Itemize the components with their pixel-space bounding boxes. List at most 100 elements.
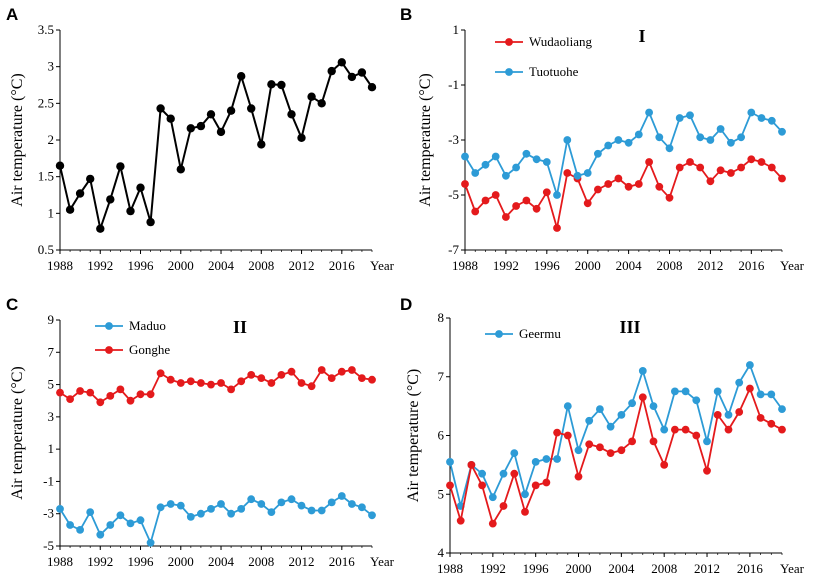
data-point (237, 72, 245, 80)
data-point (156, 104, 164, 112)
data-point (735, 379, 743, 387)
data-point (628, 399, 636, 407)
y-tick-label: -1 (43, 473, 54, 488)
data-point (338, 58, 346, 66)
data-point (137, 516, 145, 524)
panel-letter: B (400, 5, 412, 24)
data-point (106, 521, 114, 529)
data-point (358, 503, 366, 511)
data-point (247, 371, 255, 379)
data-point (607, 449, 615, 457)
data-point (666, 144, 674, 152)
data-point (778, 175, 786, 183)
x-axis-label: Year (370, 554, 395, 569)
x-tick-label: 1988 (437, 561, 463, 576)
y-tick-label: -7 (448, 242, 459, 257)
x-axis-label: Year (780, 561, 805, 576)
data-point (167, 376, 175, 384)
y-tick-label: 1 (453, 22, 460, 37)
panel-title: III (619, 317, 640, 337)
x-tick-label: 2008 (651, 561, 677, 576)
x-tick-label: 2008 (248, 258, 274, 273)
data-point (686, 111, 694, 119)
x-tick-label: 2016 (329, 258, 356, 273)
data-point (650, 438, 658, 446)
data-point (692, 396, 700, 404)
legend-marker (505, 38, 513, 46)
legend-marker (505, 68, 513, 76)
data-point (628, 438, 636, 446)
x-tick-label: 2000 (168, 554, 194, 569)
data-point (66, 395, 74, 403)
data-point (207, 381, 215, 389)
data-point (308, 507, 316, 515)
data-point (757, 414, 765, 422)
data-point (615, 175, 623, 183)
x-tick-label: 1988 (47, 554, 73, 569)
data-point (287, 110, 295, 118)
y-tick-label: 3 (48, 59, 55, 74)
data-point (227, 386, 235, 394)
x-tick-label: 1996 (128, 554, 155, 569)
data-point (217, 128, 225, 136)
data-point (461, 153, 469, 161)
legend-label: Maduo (129, 318, 166, 333)
data-point (277, 81, 285, 89)
legend-label: Tuotuohe (529, 64, 579, 79)
series-line (60, 496, 372, 543)
data-point (543, 479, 551, 487)
data-point (298, 502, 306, 510)
data-point (564, 402, 572, 410)
panel-c: C -5 -3 -1 1 3 5 7 9 1988 1992 1996 2000 2004 2008 2012… (6, 295, 395, 569)
data-point (625, 183, 633, 191)
data-point (197, 510, 205, 518)
data-point (768, 117, 776, 125)
data-point (521, 508, 529, 516)
data-point (478, 482, 486, 490)
data-point (671, 426, 679, 434)
panel-letter: C (6, 295, 18, 314)
data-point (478, 470, 486, 478)
data-point (604, 142, 612, 150)
data-point (660, 461, 668, 469)
data-point (278, 499, 286, 507)
data-point (318, 99, 326, 107)
data-point (471, 169, 479, 177)
data-point (725, 411, 733, 419)
data-point (247, 104, 255, 112)
data-point (607, 423, 615, 431)
data-point (746, 361, 754, 369)
data-point (177, 502, 185, 510)
data-point (489, 520, 497, 528)
data-point (717, 125, 725, 133)
data-point (596, 443, 604, 451)
y-tick-label: -3 (43, 506, 54, 521)
series-line (450, 389, 782, 524)
data-point (318, 366, 326, 374)
x-tick-label: 1996 (523, 561, 550, 576)
data-point (76, 387, 84, 395)
x-axis-label: Year (370, 258, 395, 273)
x-tick-label: 1996 (534, 258, 561, 273)
data-point (660, 426, 668, 434)
x-tick-label: 1992 (87, 258, 113, 273)
data-point (217, 500, 225, 508)
data-point (758, 114, 766, 122)
data-point (676, 164, 684, 172)
data-point (575, 446, 583, 454)
data-point (735, 408, 743, 416)
data-point (625, 139, 633, 147)
data-point (137, 390, 145, 398)
data-point (533, 155, 541, 163)
data-point (553, 429, 561, 437)
y-tick-label: 9 (48, 312, 55, 327)
x-tick-label: 2012 (697, 258, 723, 273)
data-point (358, 374, 366, 382)
data-point (645, 158, 653, 166)
data-point (714, 411, 722, 419)
data-point (482, 161, 490, 169)
data-point (502, 213, 510, 221)
data-point (147, 539, 155, 547)
data-point (666, 194, 674, 202)
y-axis-label: Air temperature (°C) (9, 366, 26, 499)
